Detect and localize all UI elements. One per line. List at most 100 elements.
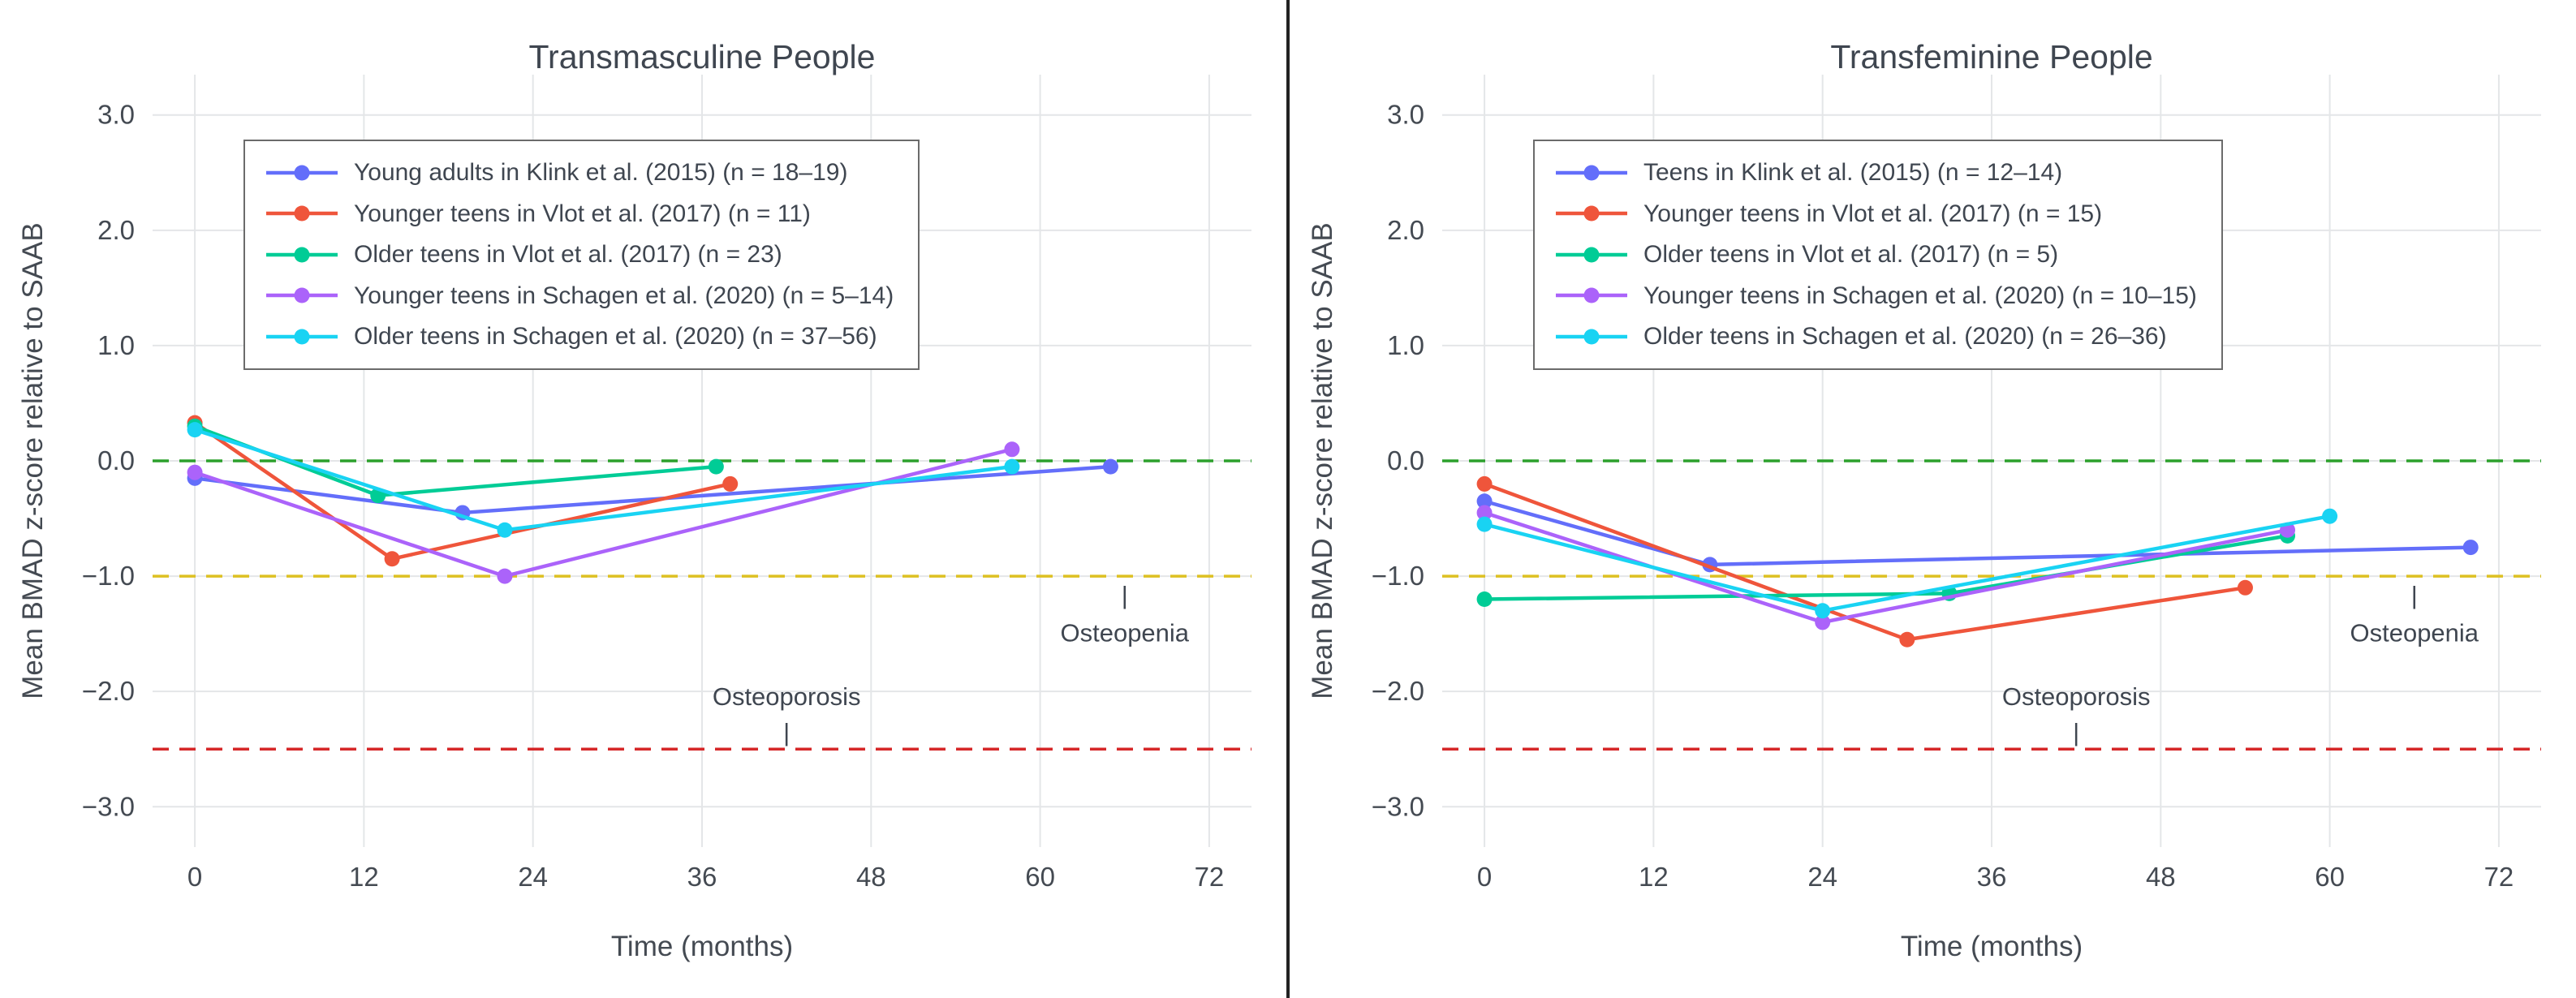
x-tick-label: 12 — [1639, 862, 1669, 892]
legend-line-sample — [1556, 205, 1627, 222]
y-tick-label: −3.0 — [1372, 791, 1424, 821]
legend-sample-marker — [1583, 205, 1600, 222]
legend: Young adults in Klink et al. (2015) (n =… — [243, 140, 920, 370]
legend-label: Younger teens in Schagen et al. (2020) (… — [354, 282, 894, 309]
x-tick-label: 60 — [1025, 862, 1055, 892]
legend-line-sample — [266, 165, 338, 181]
data-point — [1476, 493, 1493, 510]
x-tick-label: 72 — [1195, 862, 1225, 892]
legend-sample-marker — [294, 329, 310, 345]
x-tick-label: 48 — [856, 862, 886, 892]
annotation-osteopenia-tick: | — [2411, 581, 2418, 609]
data-point — [2237, 579, 2253, 596]
data-point — [1476, 516, 1493, 532]
annotation-osteopenia-label: Osteopenia — [1060, 619, 1189, 647]
data-point — [1815, 603, 1831, 619]
data-point — [1476, 505, 1493, 521]
x-tick-label: 36 — [687, 862, 717, 892]
data-point — [1004, 458, 1020, 475]
annotation-osteopenia-label: Osteopenia — [2350, 619, 2479, 647]
data-point — [187, 464, 203, 480]
legend-item[interactable]: Younger teens in Vlot et al. (2017) (n =… — [1553, 199, 2197, 230]
chart-svg: Transmasculine People 3.0 2.0 1.0 0.0 −1.0 −2.… — [17, 38, 1251, 962]
data-point — [497, 522, 513, 538]
legend-sample-marker — [294, 165, 310, 181]
legend-label: Younger teens in Schagen et al. (2020) (… — [1643, 282, 2197, 309]
legend-line-sample — [1556, 287, 1627, 303]
legend-sample-marker — [1583, 287, 1600, 303]
data-point — [722, 475, 739, 492]
chart-panel-transfeminine: Transfeminine People 3.0 2.0 1.0 0.0 −1.0 −2.0… — [1290, 0, 2576, 998]
data-point — [708, 458, 724, 475]
annotation-osteoporosis-label: Osteoporosis — [2002, 682, 2151, 711]
y-tick-label: −1.0 — [1372, 561, 1424, 591]
legend-sample-marker — [294, 287, 310, 303]
x-tick-label: 60 — [2315, 862, 2345, 892]
legend-item[interactable]: Older teens in Vlot et al. (2017) (n = 2… — [263, 239, 894, 270]
legend-line-sample — [1556, 247, 1627, 263]
x-tick-label: 24 — [1807, 862, 1837, 892]
legend-label: Older teens in Vlot et al. (2017) (n = 2… — [354, 241, 782, 268]
chart-svg: Transfeminine People 3.0 2.0 1.0 0.0 −1.0 −2.0… — [1307, 38, 2541, 962]
data-point — [1899, 631, 1915, 647]
y-tick-label: −3.0 — [82, 791, 135, 821]
annotation-osteopenia-tick: | — [1122, 581, 1128, 609]
data-point — [2322, 508, 2338, 524]
legend-label: Young adults in Klink et al. (2015) (n =… — [354, 159, 848, 186]
data-point — [1815, 614, 1831, 630]
legend-label: Younger teens in Vlot et al. (2017) (n =… — [1643, 200, 2103, 227]
annotation-osteoporosis-tick: | — [783, 718, 790, 746]
data-point — [2462, 540, 2479, 556]
x-tick-label: 72 — [2484, 862, 2514, 892]
legend-item[interactable]: Older teens in Vlot et al. (2017) (n = 5… — [1553, 239, 2197, 270]
y-tick-label: 0.0 — [97, 445, 135, 475]
data-point — [497, 568, 513, 584]
chart-panel-transmasculine: Transmasculine People 3.0 2.0 1.0 0.0 −1.0 −2.… — [0, 0, 1286, 998]
chart-title: Transmasculine People — [529, 38, 876, 75]
legend-item[interactable]: Younger teens in Vlot et al. (2017) (n =… — [263, 199, 894, 230]
legend-sample-marker — [1583, 329, 1600, 345]
data-point — [1476, 475, 1493, 492]
legend-line-sample — [1556, 165, 1627, 181]
legend-line-sample — [1556, 329, 1627, 345]
y-tick-label: −1.0 — [82, 561, 135, 591]
legend-item[interactable]: Older teens in Schagen et al. (2020) (n … — [263, 321, 894, 352]
legend-item[interactable]: Older teens in Schagen et al. (2020) (n … — [1553, 321, 2197, 352]
x-tick-label: 48 — [2146, 862, 2176, 892]
legend-line-sample — [266, 205, 338, 222]
legend-label: Older teens in Vlot et al. (2017) (n = 5… — [1643, 241, 2059, 268]
legend-sample-marker — [1583, 165, 1600, 181]
y-axis-title: Mean BMAD z-score relative to SAAB — [17, 222, 49, 699]
legend-item[interactable]: Younger teens in Schagen et al. (2020) (… — [1553, 281, 2197, 312]
legend-label: Younger teens in Vlot et al. (2017) (n =… — [354, 200, 811, 227]
legend-item[interactable]: Teens in Klink et al. (2015) (n = 12–14) — [1553, 157, 2197, 188]
x-axis-title: Time (months) — [611, 931, 793, 962]
data-point — [187, 422, 203, 438]
x-axis-title: Time (months) — [1901, 931, 2083, 962]
y-tick-label: 1.0 — [1387, 330, 1424, 360]
y-tick-label: 2.0 — [97, 215, 135, 245]
legend-sample-marker — [294, 205, 310, 222]
legend-label: Teens in Klink et al. (2015) (n = 12–14) — [1643, 159, 2063, 186]
data-point — [1004, 441, 1020, 458]
annotation-osteoporosis-label: Osteoporosis — [713, 682, 861, 711]
x-tick-label: 0 — [1477, 862, 1492, 892]
y-tick-label: 3.0 — [1387, 100, 1424, 130]
legend-item[interactable]: Younger teens in Schagen et al. (2020) (… — [263, 281, 894, 312]
y-tick-label: 2.0 — [1387, 215, 1424, 245]
legend-label: Older teens in Schagen et al. (2020) (n … — [354, 323, 877, 350]
legend-line-sample — [266, 287, 338, 303]
legend-sample-marker — [294, 247, 310, 263]
annotation-osteoporosis-tick: | — [2073, 718, 2079, 746]
x-tick-label: 24 — [518, 862, 548, 892]
legend-item[interactable]: Young adults in Klink et al. (2015) (n =… — [263, 157, 894, 188]
y-axis-title: Mean BMAD z-score relative to SAAB — [1307, 222, 1338, 699]
legend-line-sample — [266, 329, 338, 345]
y-tick-label: 3.0 — [97, 100, 135, 130]
legend-line-sample — [266, 247, 338, 263]
y-tick-label: −2.0 — [82, 676, 135, 706]
x-tick-label: 0 — [187, 862, 202, 892]
legend-label: Older teens in Schagen et al. (2020) (n … — [1643, 323, 2167, 350]
y-tick-label: −2.0 — [1372, 676, 1424, 706]
